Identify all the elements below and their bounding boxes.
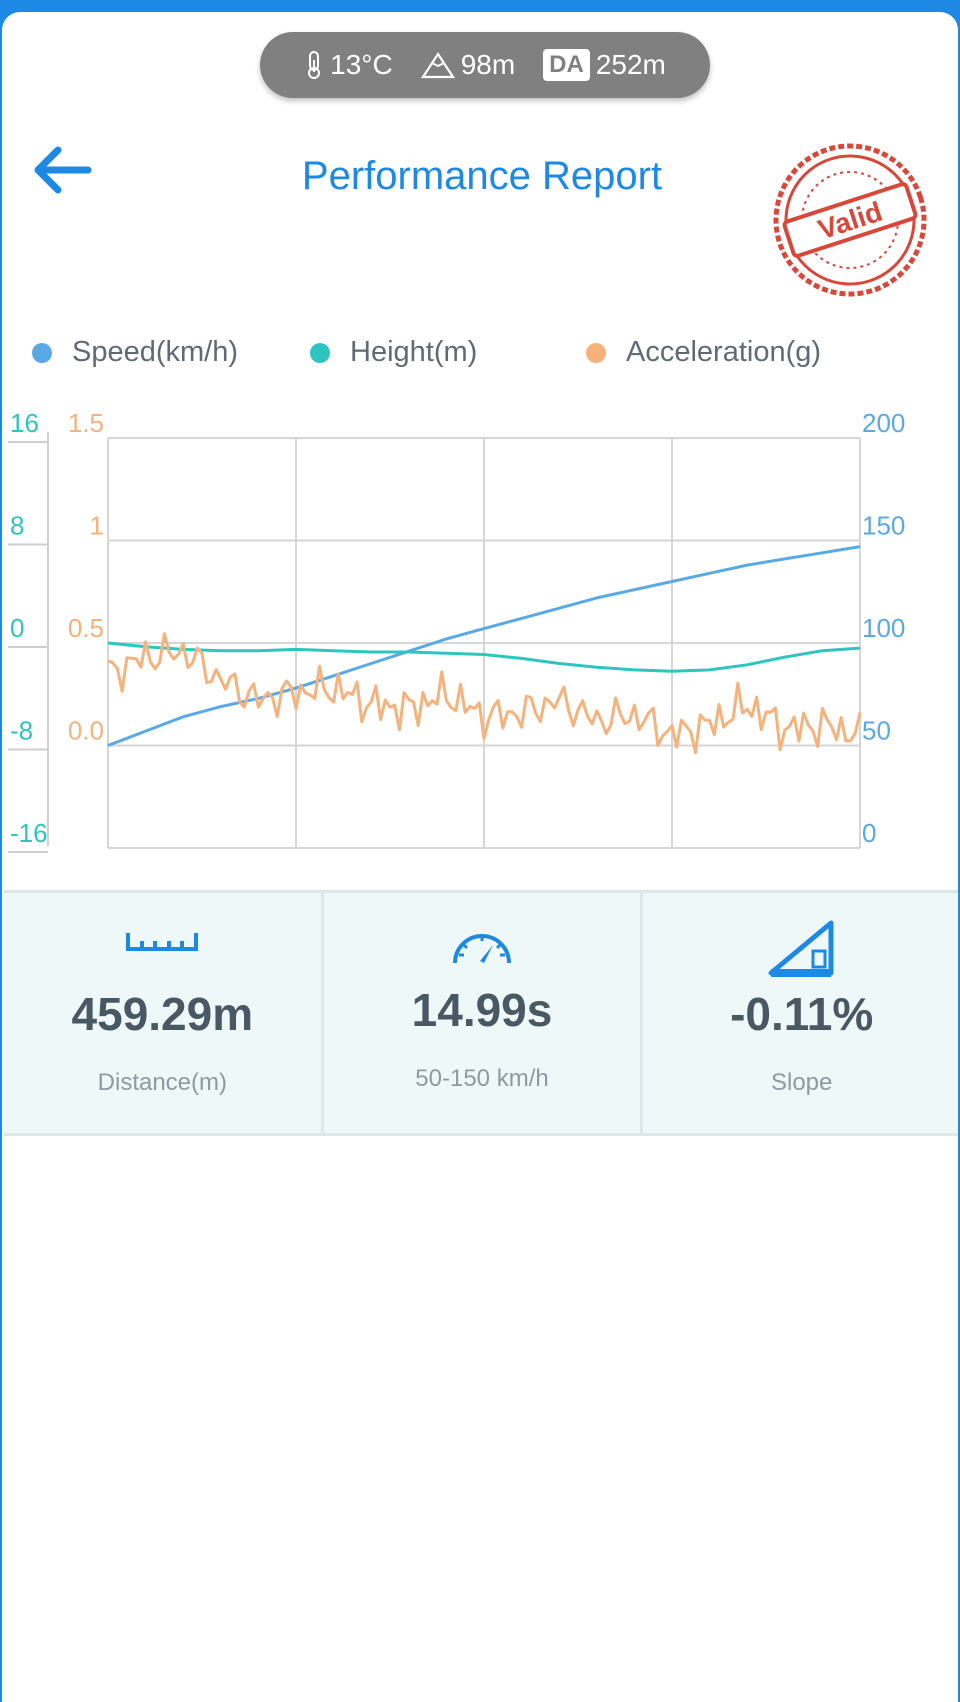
density-altitude-item: DA 252m	[543, 49, 666, 81]
legend-dot-speed	[32, 342, 52, 363]
legend-item-height: Height(m)	[310, 336, 477, 369]
valid-stamp: Valid	[773, 143, 927, 297]
slope-label: Slope	[770, 1069, 833, 1096]
distance-value: 459.29m	[71, 988, 254, 1040]
height-tick-label: 0	[10, 613, 24, 643]
legend-label-height: Height(m)	[350, 336, 478, 368]
series-line-acceleration	[107, 632, 862, 755]
height-tick-label: 8	[10, 511, 24, 541]
acceleration-tick-label: 0.5	[68, 613, 104, 643]
acceleration-tick-label: 0.0	[68, 716, 104, 746]
stats-panel: 459.29m Distance(m) 14.99s 50-150 km/h -…	[4, 890, 958, 1136]
acceleration-time-label: 50-150 km/h	[415, 1065, 549, 1092]
density-altitude-value: 252m	[595, 49, 666, 80]
legend-item-acceleration: Acceleration(g)	[586, 336, 821, 369]
performance-chart: 1.5 1 0.5 0.0 16 8 0 -8 -16 200 150 100 50 0	[8, 408, 905, 853]
legend-dot-height	[310, 342, 330, 363]
height-tick-label: -8	[10, 716, 33, 746]
slope-value: -0.11%	[730, 988, 874, 1040]
acceleration-time-value: 14.99s	[411, 984, 553, 1036]
back-button[interactable]	[28, 140, 98, 200]
mountain-icon	[420, 51, 455, 79]
ruler-icon	[126, 933, 199, 951]
speed-tick-label: 150	[862, 511, 905, 541]
speed-tick-label: 200	[862, 408, 905, 438]
temperature-value: 13°C	[330, 49, 393, 80]
chart-legend: Speed(km/h) Height(m) Acceleration(g)	[2, 336, 958, 376]
density-altitude-icon: DA	[543, 49, 590, 81]
legend-label-speed: Speed(km/h)	[72, 336, 239, 368]
speed-tick-label: 0	[862, 818, 876, 848]
temperature-item: 13°C	[304, 49, 393, 81]
stat-slope: -0.11% Slope	[643, 893, 958, 1133]
altitude-value: 98m	[460, 49, 516, 80]
speedometer-icon	[453, 934, 511, 964]
environment-bar: 13°C 98m DA 252m	[260, 32, 710, 98]
slope-icon	[768, 920, 834, 977]
height-tick-label: -16	[10, 818, 48, 848]
stat-distance: 459.29m Distance(m)	[4, 893, 324, 1133]
legend-dot-acceleration	[586, 342, 606, 363]
stat-acceleration-time: 14.99s 50-150 km/h	[324, 893, 644, 1133]
page-title: Performance Report	[301, 154, 663, 198]
distance-label: Distance(m)	[97, 1069, 228, 1096]
arrow-left-icon	[34, 146, 92, 194]
series-line-speed	[107, 545, 861, 747]
acceleration-tick-label: 1	[90, 511, 104, 541]
legend-item-speed: Speed(km/h)	[32, 336, 238, 369]
thermometer-icon	[308, 51, 321, 79]
series-line-height	[107, 641, 861, 673]
speed-tick-label: 100	[862, 613, 905, 643]
altitude-item: 98m	[420, 49, 516, 81]
screen: 13°C 98m DA 252m Performance Report Vali…	[2, 12, 958, 1702]
height-tick-label: 16	[10, 408, 39, 438]
speed-tick-label: 50	[862, 716, 891, 746]
acceleration-tick-label: 1.5	[68, 408, 104, 438]
legend-label-acceleration: Acceleration(g)	[626, 336, 822, 368]
